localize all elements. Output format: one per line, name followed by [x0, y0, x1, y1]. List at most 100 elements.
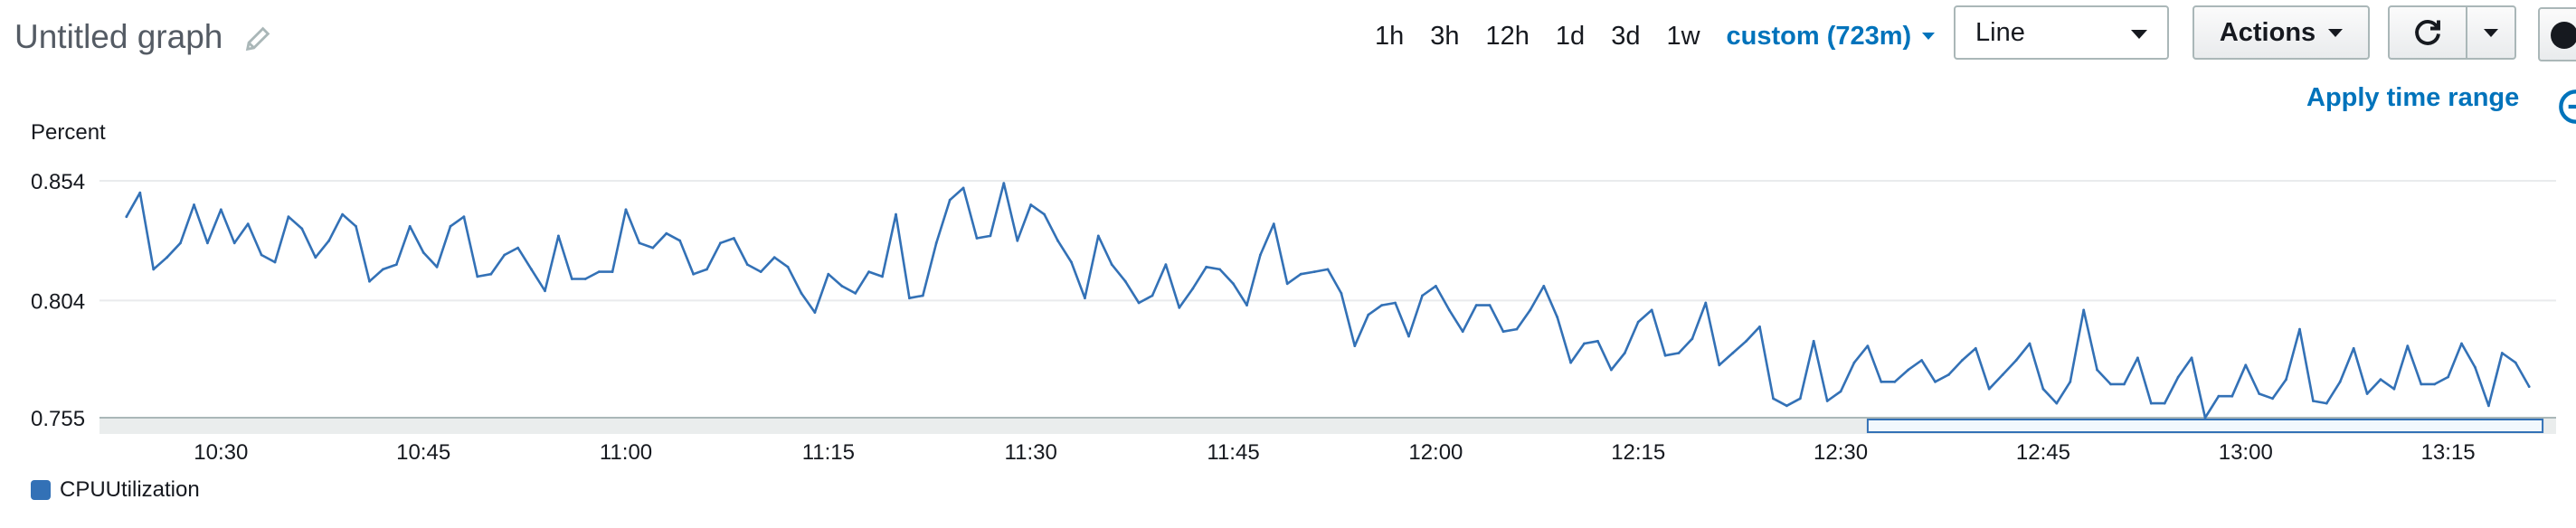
data-point [1326, 268, 1330, 271]
actions-label: Actions [2219, 17, 2316, 47]
data-point [2258, 392, 2261, 395]
range-3d[interactable]: 3d [1611, 21, 1641, 51]
caret-down-icon [2328, 28, 2344, 37]
data-point [1812, 339, 1815, 343]
data-point [273, 260, 277, 264]
x-tick-label: 11:15 [802, 440, 855, 465]
data-point [934, 241, 938, 245]
data-point [1151, 294, 1154, 297]
chart-legend[interactable]: CPUUtilization [31, 477, 200, 503]
data-point [1987, 387, 1991, 391]
range-1w[interactable]: 1w [1666, 21, 1700, 51]
data-point [1218, 268, 1221, 271]
data-point [895, 212, 897, 216]
x-tick-label: 11:00 [600, 440, 652, 465]
data-point [1123, 279, 1127, 283]
zoom-out-icon[interactable] [2558, 89, 2576, 125]
data-point [2325, 401, 2328, 405]
data-point [1016, 239, 1019, 242]
range-12h[interactable]: 12h [1485, 21, 1530, 51]
range-3h[interactable]: 3h [1430, 21, 1460, 51]
y-tick-label: 0.854 [31, 170, 85, 194]
data-point [2474, 366, 2477, 369]
data-point [1029, 203, 1033, 206]
data-point [597, 270, 601, 273]
data-point [2379, 378, 2382, 382]
data-point [1367, 313, 1370, 316]
data-point [1380, 304, 1384, 306]
data-point [1232, 282, 1235, 286]
data-point [800, 292, 803, 295]
data-point [2096, 368, 2099, 372]
data-point [678, 239, 682, 242]
data-point [2190, 356, 2193, 360]
graph-title[interactable]: Untitled graph [14, 18, 223, 55]
data-point [1690, 337, 1694, 341]
refresh-button[interactable] [2388, 5, 2467, 60]
data-point [583, 278, 587, 280]
data-point [1758, 325, 1761, 328]
chart-type-select[interactable]: Line [1954, 5, 2169, 60]
data-point [2285, 378, 2287, 382]
refresh-icon [2415, 20, 2440, 45]
chart-type-value: Line [1975, 17, 2025, 47]
data-point [408, 224, 412, 228]
data-point [1515, 327, 1519, 331]
data-point [2514, 361, 2517, 364]
range-1h[interactable]: 1h [1375, 21, 1405, 51]
actions-button[interactable]: Actions [2192, 5, 2370, 60]
data-point [2055, 401, 2059, 405]
data-point [1447, 308, 1451, 312]
data-point [1394, 301, 1397, 305]
data-point [1866, 344, 1870, 347]
data-point [867, 270, 870, 273]
custom-range-dropdown[interactable]: custom (723m) [1727, 22, 1936, 52]
data-point [2406, 344, 2410, 347]
data-point [462, 215, 466, 219]
data-point [1245, 304, 1248, 306]
data-point [1934, 380, 1937, 383]
data-point [2420, 382, 2423, 386]
apply-time-range-link[interactable]: Apply time range [2306, 83, 2520, 112]
data-point [287, 215, 290, 219]
x-tick-label: 10:45 [396, 440, 450, 465]
data-point [1677, 352, 1681, 354]
data-point [2001, 373, 2004, 376]
x-tick-label: 12:30 [1814, 440, 1868, 465]
data-point [1084, 297, 1086, 300]
data-point [2527, 385, 2531, 388]
data-point [1501, 330, 1505, 334]
data-point [1610, 368, 1613, 372]
refresh-options-dropdown[interactable] [2466, 5, 2516, 60]
y-axis-label: Percent [31, 120, 106, 145]
data-point [1070, 260, 1073, 264]
data-point [1421, 294, 1424, 297]
data-point [1974, 346, 1977, 350]
edit-title-pencil-icon[interactable] [242, 24, 273, 54]
data-point [1718, 363, 1721, 367]
data-point [961, 186, 965, 190]
y-tick-label: 0.804 [31, 289, 85, 314]
range-1d[interactable]: 1d [1555, 21, 1586, 51]
custom-range-label: custom (723m) [1726, 21, 1912, 51]
data-point [125, 215, 128, 219]
data-point [772, 256, 776, 259]
help-button[interactable] [2538, 7, 2576, 61]
data-point [2028, 342, 2031, 345]
data-point [881, 275, 884, 278]
data-point [1569, 361, 1572, 364]
data-point [948, 198, 952, 202]
data-point [908, 297, 911, 300]
time-range-bar: 1h 3h 12h 1d 3d 1w custom (723m) [1375, 11, 1936, 61]
data-point [1650, 308, 1653, 312]
data-point [355, 224, 357, 228]
data-point [2392, 387, 2396, 391]
data-point [1529, 308, 1532, 312]
data-point [2271, 397, 2275, 401]
data-point [1772, 397, 1775, 401]
data-point [193, 203, 195, 206]
data-point [1191, 287, 1195, 290]
data-point [2230, 394, 2234, 398]
data-point [166, 256, 169, 259]
